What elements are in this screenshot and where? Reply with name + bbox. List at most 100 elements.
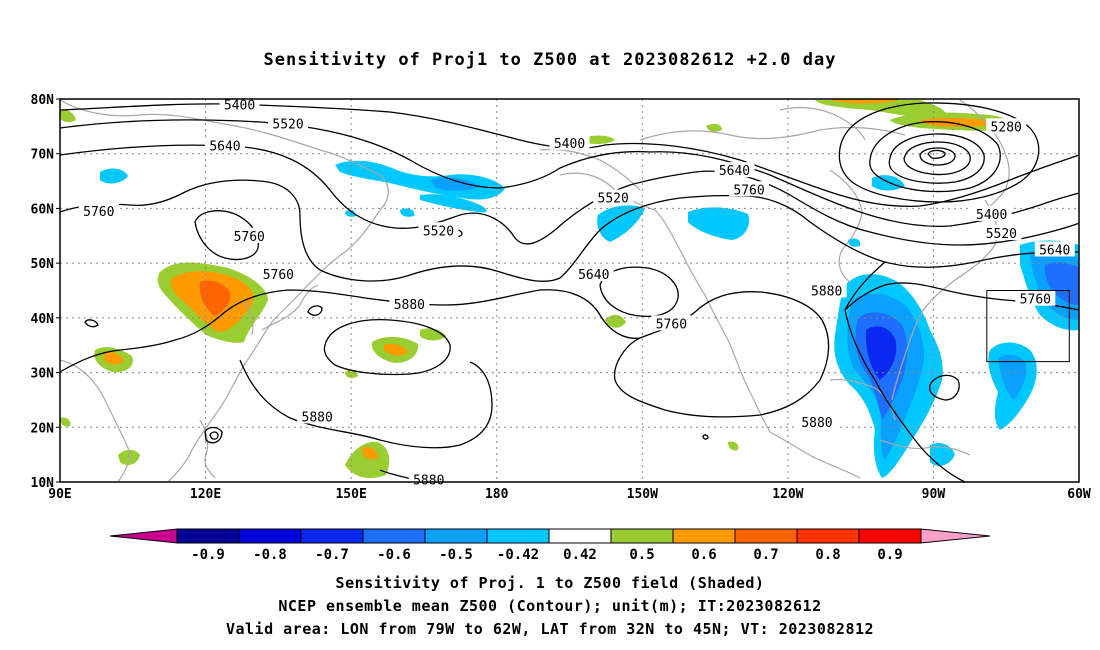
contour-small-2	[307, 305, 323, 316]
contour-small-3	[204, 426, 223, 444]
shade-indochina-orange	[104, 351, 124, 365]
lon-label-120W: 120W	[772, 487, 803, 502]
colorbar-segment	[858, 528, 922, 544]
lon-label-120E: 120E	[190, 487, 221, 502]
contour-label: 5520	[272, 118, 303, 133]
colorbar-segment	[796, 528, 860, 544]
colorbar-segment	[176, 528, 240, 544]
shade-arctic-green	[815, 100, 946, 119]
contour-label-bg	[806, 282, 847, 298]
shade-pacific-green	[605, 314, 626, 328]
coast-arctic-islands	[779, 106, 866, 141]
contour-5760-highloop	[599, 266, 679, 318]
shade-sea-blue	[345, 209, 356, 217]
lon-label-90W: 90W	[922, 487, 946, 502]
contour-label-bg	[651, 315, 692, 331]
colorbar-label: 0.7	[753, 547, 778, 563]
contour-label: 5760	[656, 317, 687, 332]
sensitivity-shading	[60, 99, 1079, 478]
coast-greenland	[959, 99, 1010, 213]
contour-low-center	[927, 149, 946, 159]
colorbar-label: 0.6	[691, 547, 716, 563]
shade-sea-blue-2	[400, 208, 415, 217]
shade-north-green	[583, 135, 615, 145]
contour-label: 5760	[234, 230, 265, 245]
colorbar-label: 0.8	[815, 547, 840, 563]
contour-5880-pac-loop	[323, 319, 451, 376]
lat-label-40N: 40N	[31, 312, 55, 327]
contour-label: 5640	[578, 268, 609, 283]
contour-label-bg	[986, 118, 1027, 134]
lon-label-180: 180	[485, 487, 509, 502]
contour-5760-loop	[194, 210, 259, 261]
contour-label: 5640	[719, 164, 750, 179]
contour-label-bg	[297, 408, 338, 424]
colorbar-segment	[734, 528, 798, 544]
contour-label: 5880	[413, 473, 444, 488]
contour-label-bg	[573, 266, 614, 282]
coast-caribbean	[879, 439, 971, 456]
shade-pacific-4	[345, 369, 358, 379]
coast-hudson	[829, 169, 863, 283]
colorbar-segment	[672, 528, 736, 544]
map-frame	[59, 98, 1080, 483]
contour-label-bg	[796, 413, 837, 429]
shade-pacific-2	[420, 328, 446, 341]
contour-label-bg	[729, 181, 770, 197]
lon-label-90E: 90E	[48, 487, 71, 502]
colorbar-segment	[610, 528, 674, 544]
shade-pacific-1-orange	[384, 343, 408, 356]
shade-lab-blue	[848, 238, 861, 247]
coast-korea	[244, 299, 254, 336]
longitude-labels: 90E 120E 150E 180 150W 120W 90W 60W	[48, 487, 1091, 502]
coast-canada-north	[639, 126, 906, 141]
shade-neatl-deep	[1044, 262, 1079, 305]
contour-label: 5880	[302, 410, 333, 425]
colorbar-label: -0.42	[497, 547, 539, 563]
contour-5400-west	[60, 103, 606, 149]
contour-small-5	[84, 319, 99, 328]
coast-east-us	[891, 199, 998, 401]
contour-low-5280-2	[888, 133, 985, 184]
lon-label-60W: 60W	[1067, 487, 1091, 502]
shade-us-core	[865, 326, 897, 380]
contour-label: 5520	[986, 227, 1017, 242]
contour-label-bg	[219, 96, 260, 112]
lat-label-60N: 60N	[31, 202, 55, 217]
shade-mex-green	[728, 441, 739, 451]
contour-label: 5400	[554, 137, 585, 152]
colorbar-segment	[486, 528, 550, 544]
contour-label: 5880	[811, 285, 842, 300]
contour-5880-west	[60, 289, 641, 373]
lat-label-50N: 50N	[31, 257, 55, 272]
contour-label-bg	[1015, 290, 1056, 306]
lon-label-150E: 150E	[335, 487, 366, 502]
contour-label-bg	[981, 225, 1022, 241]
lat-label-20N: 20N	[31, 421, 55, 436]
colorbar-segment	[300, 528, 364, 544]
shade-atlantic-blobs	[930, 443, 955, 466]
shade-arctic-orange	[830, 99, 900, 104]
colorbar-label: -0.9	[191, 547, 225, 563]
contour-label-bg	[78, 203, 119, 219]
contour-labels: 5400 5520 5640 5400 5280 5640 5760 5520 5760 5400…	[78, 96, 1075, 488]
contour-5880-east	[844, 309, 966, 482]
contour-label: 5640	[1039, 243, 1070, 258]
contour-label: 5520	[423, 224, 454, 239]
colorbar-segment	[362, 528, 426, 544]
lat-label-70N: 70N	[31, 148, 55, 163]
contour-label-bg	[204, 137, 245, 153]
contour-label: 5280	[991, 120, 1022, 135]
contour-label: 5760	[263, 268, 294, 283]
contour-label-bg	[1034, 241, 1075, 257]
contour-low-5280-3	[903, 141, 971, 176]
contour-label-bg	[268, 115, 309, 131]
contour-label-bg	[714, 162, 755, 178]
colorbar-segment	[548, 528, 612, 544]
contour-5640-east	[694, 170, 1079, 246]
colorbar-label: -0.5	[439, 547, 473, 563]
caption-line-2: NCEP ensemble mean Z500 (Contour); unit(…	[278, 597, 822, 615]
contour-low-5400	[838, 102, 1040, 203]
colorbar: -0.9 -0.8 -0.7 -0.6 -0.5 -0.42 0.42 0.5 0.6 0.7 0.…	[109, 528, 991, 563]
contour-5760-low-arc	[844, 261, 886, 311]
